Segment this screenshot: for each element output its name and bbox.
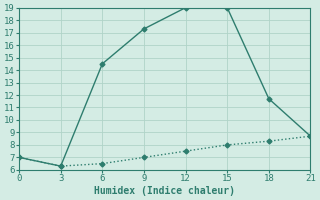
X-axis label: Humidex (Indice chaleur): Humidex (Indice chaleur) [94,186,235,196]
